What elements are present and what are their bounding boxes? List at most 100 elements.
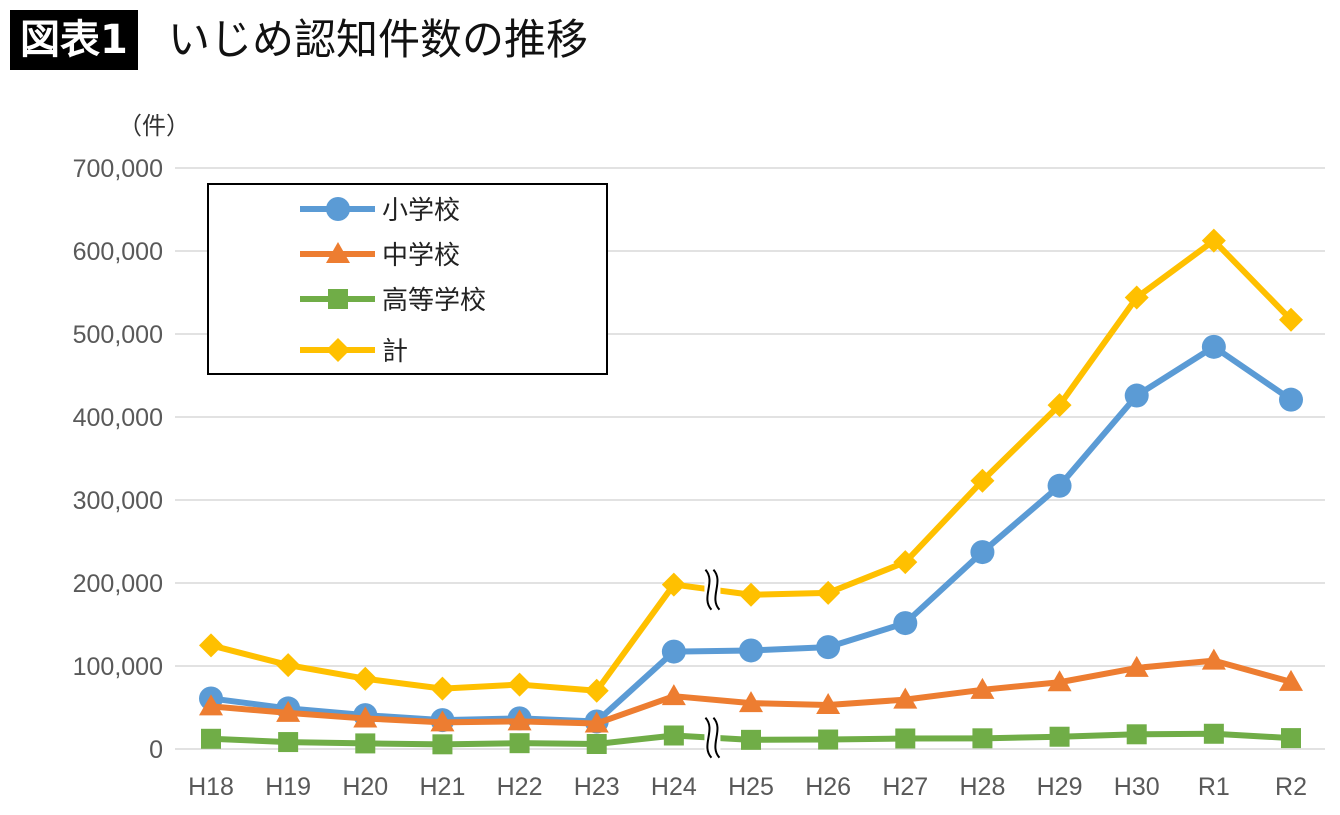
marker-triangle <box>584 711 609 733</box>
marker-triangle <box>970 677 995 699</box>
marker-square <box>1203 723 1224 744</box>
x-tick-label: H24 <box>651 773 697 801</box>
axis-break-mark <box>704 567 721 612</box>
x-tick-label: R2 <box>1275 773 1307 801</box>
series-square <box>201 723 1301 755</box>
marker-circle <box>816 635 841 660</box>
marker-diamond <box>199 633 223 658</box>
marker-triangle <box>326 242 350 263</box>
break-background <box>704 715 721 760</box>
x-tick-label: H23 <box>574 773 620 801</box>
marker-circle <box>326 197 350 221</box>
break-line <box>712 716 721 759</box>
x-tick-label: H20 <box>342 773 388 801</box>
legend-item: 計 <box>300 337 408 367</box>
chart-title: いじめ認知件数の推移 <box>168 15 589 64</box>
x-tick-label: H30 <box>1114 773 1160 801</box>
figure-badge: 図表1 <box>10 10 138 70</box>
marker-circle <box>661 639 686 664</box>
marker-circle <box>970 540 995 565</box>
marker-triangle <box>276 700 301 722</box>
series-triangle <box>199 648 1303 733</box>
marker-square <box>509 733 530 754</box>
marker-triangle <box>353 706 378 728</box>
marker-diamond <box>507 672 532 697</box>
legend-item: 中学校 <box>300 241 460 271</box>
y-axis-unit: （件） <box>118 112 190 140</box>
legend-label: 中学校 <box>382 241 460 271</box>
marker-square <box>201 728 221 749</box>
x-tick-label: R1 <box>1198 773 1230 801</box>
legend-label: 計 <box>382 337 408 367</box>
marker-square <box>328 289 348 309</box>
marker-triangle <box>893 687 918 709</box>
x-tick-label: H25 <box>728 773 774 801</box>
marker-circle <box>739 638 763 663</box>
marker-circle <box>1201 334 1226 359</box>
y-tick-label: 500,000 <box>73 321 163 349</box>
y-tick-label: 100,000 <box>73 653 163 681</box>
marker-diamond <box>326 338 350 362</box>
marker-circle <box>1047 473 1072 498</box>
marker-square <box>1281 728 1301 749</box>
marker-diamond <box>1047 393 1072 418</box>
break-line <box>704 716 713 759</box>
marker-diamond <box>584 678 609 703</box>
marker-diamond <box>970 468 995 493</box>
axis-break-mark <box>704 715 721 760</box>
marker-triangle <box>1279 669 1303 691</box>
marker-square <box>741 729 761 750</box>
legend-item: 小学校 <box>300 196 460 226</box>
marker-square <box>586 734 607 755</box>
marker-triangle <box>430 710 455 732</box>
x-tick-label: H21 <box>419 773 465 801</box>
marker-triangle <box>1201 648 1226 670</box>
marker-square <box>355 733 376 754</box>
marker-triangle <box>1124 655 1149 677</box>
marker-diamond <box>1201 228 1226 253</box>
marker-diamond <box>893 550 918 575</box>
break-line <box>712 569 721 611</box>
marker-circle <box>1279 387 1303 412</box>
marker-square <box>663 725 684 746</box>
y-tick-label: 200,000 <box>73 570 163 598</box>
marker-triangle <box>661 684 686 706</box>
marker-triangle <box>507 709 532 731</box>
marker-square <box>818 729 839 750</box>
x-tick-label: H29 <box>1037 773 1083 801</box>
marker-square <box>895 728 916 749</box>
marker-diamond <box>276 653 301 678</box>
marker-triangle <box>199 694 223 716</box>
y-tick-label: 400,000 <box>73 404 163 432</box>
x-tick-label: H18 <box>188 773 234 801</box>
legend-item: 高等学校 <box>300 286 486 316</box>
marker-diamond <box>816 580 841 605</box>
x-tick-label: H19 <box>265 773 311 801</box>
marker-square <box>432 734 453 755</box>
y-tick-label: 0 <box>149 736 163 764</box>
marker-circle <box>1124 383 1149 408</box>
y-tick-label: 300,000 <box>73 487 163 515</box>
marker-square <box>1126 724 1147 745</box>
series-diamond <box>199 228 1303 703</box>
marker-triangle <box>816 693 841 715</box>
marker-square <box>1049 726 1070 747</box>
x-tick-label: H26 <box>805 773 851 801</box>
x-tick-label: H27 <box>882 773 928 801</box>
x-tick-label: H22 <box>497 773 543 801</box>
marker-square <box>278 732 299 753</box>
legend-label: 高等学校 <box>382 286 486 316</box>
break-line <box>704 569 713 611</box>
marker-triangle <box>739 691 763 713</box>
y-tick-label: 700,000 <box>73 155 163 183</box>
marker-diamond <box>661 572 686 597</box>
marker-diamond <box>430 676 455 701</box>
marker-circle <box>893 611 918 636</box>
legend-label: 小学校 <box>382 196 460 226</box>
y-tick-label: 600,000 <box>73 238 163 266</box>
break-background <box>704 567 721 612</box>
marker-triangle <box>1047 670 1072 692</box>
marker-diamond <box>1279 307 1303 332</box>
